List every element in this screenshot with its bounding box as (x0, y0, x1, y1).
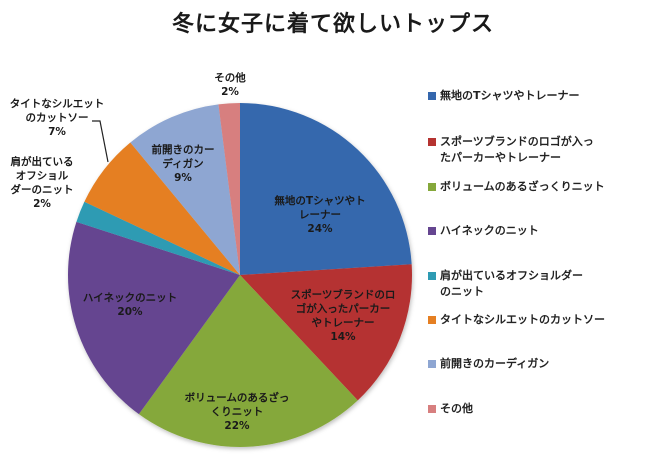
legend-item-off-shoulder-knit: 肩が出ているオフショルダー のニット (428, 268, 645, 300)
slice-label-chunky-knit: ボリュームのあるざっ くりニット 22% (184, 392, 290, 432)
slice-label-turtleneck-knit: ハイネックのニット 20% (82, 292, 178, 318)
legend-item-turtleneck-knit: ハイネックのニット (428, 223, 645, 239)
chart-title: 冬に女子に着て欲しいトップス (171, 12, 494, 37)
legend-swatch-square-icon (428, 360, 436, 368)
pie-slice-other (218, 103, 240, 275)
slice-label-off-shoulder-knit: 肩が出ている オフショル ダーのニット 2% (10, 156, 74, 210)
legend-swatch-square-icon (428, 316, 436, 324)
legend-item-sports-hoodie: スポーツブランドのロゴが入っ たパーカーやトレーナー (428, 134, 645, 166)
slice-label-plain-tshirt: 無地のTシャツやト レーナー 24% (274, 195, 366, 235)
legend-swatch-square-icon (428, 92, 436, 100)
leader-line-tight-cutsew (92, 120, 109, 163)
pie-slice-tight-cutsew (84, 142, 241, 275)
slice-label-tight-cutsew: タイトなシルエット のカットソー 7% (9, 98, 105, 138)
slice-label-sports-hoodie: スポーツブランドのロ ゴが入ったパーカー やトレーナー 14% (290, 289, 396, 343)
slice-label-cardigan: 前開きのカー ディガン 9% (151, 144, 215, 184)
pie-slice-turtleneck-knit (68, 221, 241, 415)
pie-slice-cardigan (130, 104, 240, 275)
slice-label-other: その他 2% (214, 72, 246, 98)
legend-swatch-square-icon (428, 272, 436, 280)
legend-swatch-square-icon (428, 405, 436, 413)
legend-swatch-square-icon (428, 227, 436, 235)
pie-slice-sports-hoodie (240, 264, 412, 401)
pie-slice-chunky-knit (138, 275, 358, 447)
legend-item-chunky-knit: ボリュームのあるざっくりニット (428, 179, 645, 195)
legend-item-tight-cutsew: タイトなシルエットのカットソー (428, 312, 645, 328)
legend-item-cardigan: 前開きのカーディガン (428, 356, 645, 372)
pie-slice-off-shoulder-knit (76, 201, 240, 275)
legend-item-other: その他 (428, 401, 645, 417)
legend-swatch-square-icon (428, 138, 436, 146)
legend-swatch-square-icon (428, 183, 436, 191)
pie-slice-plain-tshirt (240, 103, 412, 275)
legend-item-plain-tshirt: 無地のTシャツやトレーナー (428, 88, 645, 104)
